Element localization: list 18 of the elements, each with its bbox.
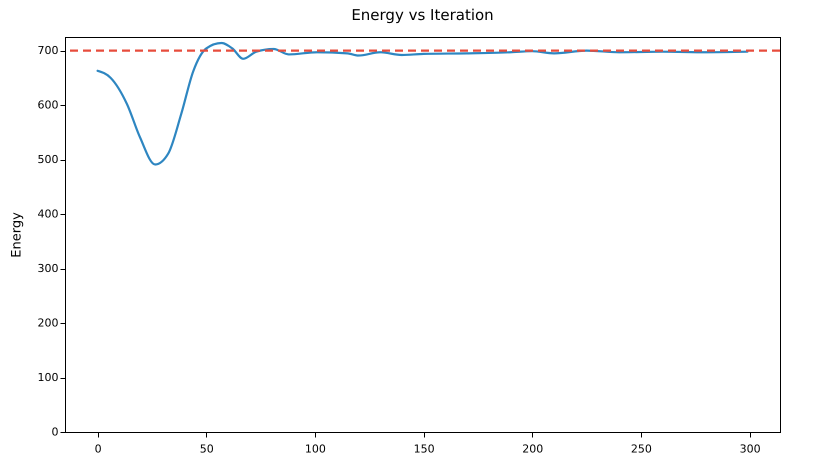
x-tick-label: 50: [200, 442, 214, 456]
x-tick-label: 150: [414, 442, 435, 456]
x-tick-label: 250: [630, 442, 652, 456]
line-series: [96, 42, 748, 166]
chart-title: Energy vs Iteration: [351, 6, 494, 24]
y-axis-title: Energy: [10, 212, 25, 258]
x-tick-label: 0: [94, 442, 102, 456]
y-tick-label: 400: [38, 208, 58, 221]
y-tick-label: 700: [38, 44, 58, 58]
y-tick-label: 100: [38, 371, 58, 384]
y-tick-label: 500: [38, 153, 58, 166]
x-tick-label: 100: [304, 442, 326, 456]
y-tick-label: 200: [38, 316, 58, 330]
x-tick-label: 200: [522, 442, 544, 456]
y-tick-label: 300: [38, 262, 58, 276]
x-tick-label: 300: [740, 442, 761, 456]
y-tick-label: 600: [38, 98, 58, 112]
y-tick-label: 0: [52, 426, 58, 438]
